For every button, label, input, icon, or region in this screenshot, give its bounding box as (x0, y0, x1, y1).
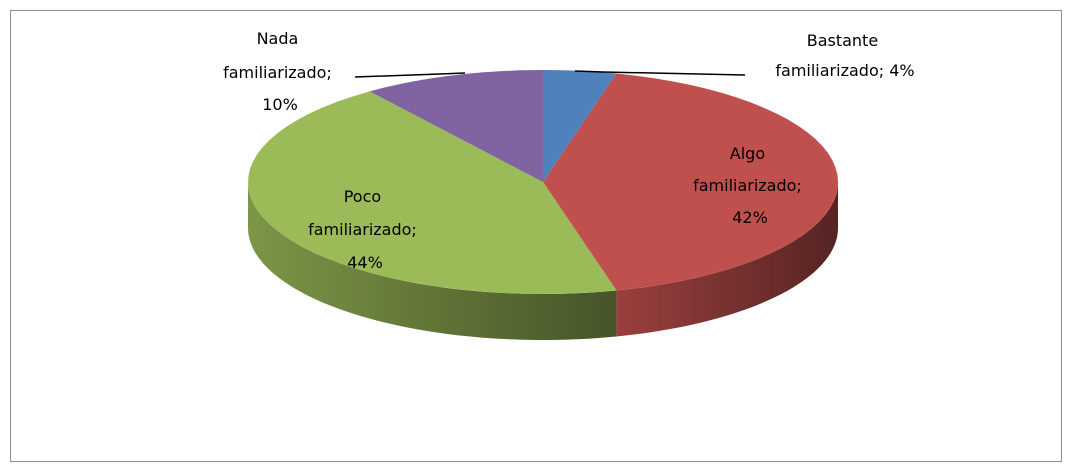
data-label: Algo familiarizado; 42% (693, 144, 807, 227)
leader-line (574, 70, 746, 76)
data-label: Bastante familiarizado; 4% (775, 31, 914, 80)
pie-slice (543, 73, 838, 291)
data-label: Poco familiarizado; 44% (308, 187, 422, 272)
leader-line (354, 72, 466, 78)
pie-slice-side (248, 182, 617, 340)
pie-slice (369, 70, 543, 182)
pie-slice (543, 70, 617, 182)
data-label: Nada familiarizado; 10% (223, 29, 337, 114)
pie-slice (248, 91, 617, 295)
pie-slice-side (616, 182, 838, 337)
